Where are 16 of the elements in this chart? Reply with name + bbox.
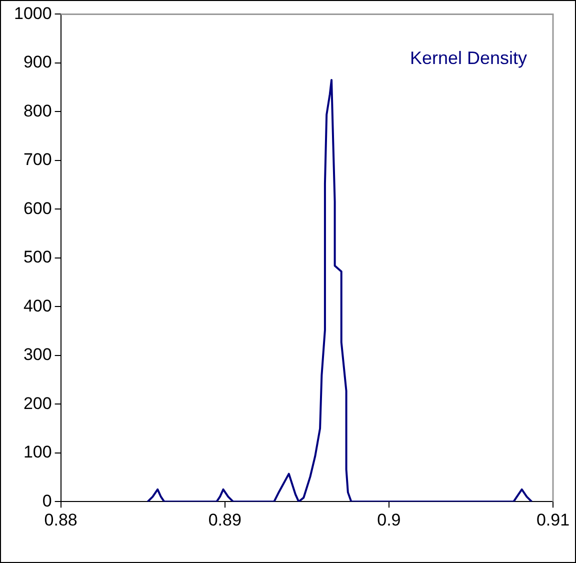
x-tick-label: 0.91: [536, 510, 570, 530]
y-tick-label: 300: [23, 345, 52, 364]
y-tick-label: 600: [23, 198, 52, 218]
y-tick-label: 500: [23, 248, 52, 267]
y-tick-label: 900: [23, 52, 52, 72]
y-tick-label: 700: [23, 150, 52, 170]
y-tick-label: 200: [23, 394, 52, 413]
y-tick-label: 100: [23, 442, 52, 462]
y-tick-label: 0: [42, 491, 52, 510]
y-tick-label: 800: [23, 101, 52, 120]
x-tick-label: 0.88: [44, 510, 78, 530]
x-tick-label: 0.89: [208, 510, 242, 530]
x-tick-label: 0.9: [377, 510, 401, 530]
y-tick-label: 400: [23, 296, 52, 316]
y-tick-label: 1000: [14, 4, 52, 23]
text: Kernel Density: [410, 48, 527, 68]
